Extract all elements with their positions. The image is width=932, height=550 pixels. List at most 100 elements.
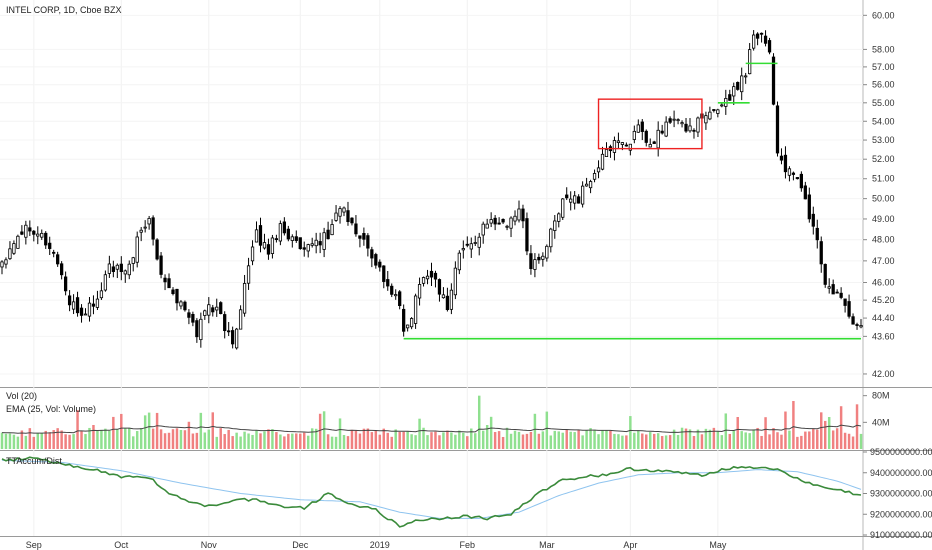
volume-bar xyxy=(128,427,131,449)
volume-bar xyxy=(426,435,429,449)
accum-tick-label: 9200000000.00 xyxy=(870,509,932,519)
volume-bar xyxy=(442,432,445,449)
candle-body xyxy=(91,303,96,307)
candle-body xyxy=(36,233,40,237)
volume-bar xyxy=(16,436,20,449)
volume-bar xyxy=(843,432,847,449)
volume-bar xyxy=(796,436,799,449)
volume-bar xyxy=(816,429,819,449)
candle-body xyxy=(791,172,796,175)
candle-body xyxy=(246,265,251,284)
candle-body xyxy=(8,248,12,260)
volume-bar xyxy=(601,430,604,449)
volume-bar xyxy=(724,413,728,449)
volume-bar xyxy=(131,436,135,449)
candle-body xyxy=(827,286,831,289)
candle-body xyxy=(441,294,446,299)
candle-body xyxy=(763,35,768,44)
volume-bar xyxy=(509,433,513,449)
y-tick-label: 51.00 xyxy=(872,174,895,184)
candle-body xyxy=(402,308,406,332)
volume-bar xyxy=(295,433,298,449)
candle-body xyxy=(616,140,621,143)
candle-body xyxy=(87,302,92,317)
volume-bar xyxy=(346,436,350,449)
candle-body xyxy=(728,94,732,101)
candle-body xyxy=(577,196,581,204)
x-tick-label: May xyxy=(709,540,727,550)
volume-bar xyxy=(668,435,672,449)
volume-bar xyxy=(8,433,12,449)
candle-body xyxy=(48,242,52,249)
volume-bar xyxy=(68,434,71,449)
volume-bar xyxy=(545,411,549,449)
volume-bar xyxy=(660,436,664,449)
volume-bar xyxy=(851,436,855,449)
candle-body xyxy=(628,143,632,151)
volume-bar xyxy=(684,428,688,449)
volume-bar xyxy=(243,431,246,449)
candle-body xyxy=(95,298,100,308)
volume-bar xyxy=(354,430,358,449)
volume-bar xyxy=(151,428,155,449)
candle-body xyxy=(425,275,430,280)
candle-body xyxy=(75,297,80,314)
y-tick-label: 45.20 xyxy=(872,295,895,305)
volume-bar xyxy=(398,431,401,449)
candle-body xyxy=(306,244,310,252)
volume-bar xyxy=(394,429,397,449)
volume-bar xyxy=(664,435,668,449)
candle-body xyxy=(636,124,640,133)
volume-bar xyxy=(44,430,47,449)
volume-bar xyxy=(847,433,851,449)
volume-bar xyxy=(680,427,684,449)
volume-bar xyxy=(120,413,123,449)
volume-bar xyxy=(32,436,36,449)
candle-body xyxy=(151,217,155,240)
y-tick-label: 60.00 xyxy=(872,10,895,20)
volume-bar xyxy=(772,428,775,449)
candle-body xyxy=(286,228,290,240)
candle-body xyxy=(807,194,811,220)
candle-body xyxy=(282,221,286,234)
candle-body xyxy=(16,235,20,249)
candle-body xyxy=(99,290,104,299)
candle-body xyxy=(525,218,529,252)
volume-bar xyxy=(700,434,704,449)
accum-tick-label: 9100000000.00 xyxy=(870,530,932,540)
y-tick-label: 54.00 xyxy=(872,116,895,126)
volume-bar xyxy=(501,436,505,449)
volume-bar xyxy=(497,431,501,449)
volume-bar xyxy=(112,416,115,449)
volume-bar xyxy=(521,434,525,449)
candle-body xyxy=(557,213,561,222)
volume-bar xyxy=(84,434,87,449)
candle-body xyxy=(342,207,346,213)
candle-body xyxy=(481,223,485,236)
volume-bar xyxy=(756,427,759,449)
x-tick-label: 2019 xyxy=(370,540,390,550)
candle-body xyxy=(736,81,740,90)
candle-body xyxy=(783,154,788,173)
volume-bar xyxy=(641,433,644,449)
candle-body xyxy=(63,276,68,292)
volume-bar xyxy=(36,432,40,449)
candle-body xyxy=(489,219,493,224)
candle-body xyxy=(612,140,617,153)
chart-title: INTEL CORP, 1D, Cboe BZX xyxy=(6,5,122,15)
candle-body xyxy=(302,247,306,250)
volume-bar xyxy=(259,433,262,449)
candle-body xyxy=(688,125,692,132)
candle-body xyxy=(278,223,283,242)
candle-body xyxy=(775,105,780,154)
volume-bar xyxy=(0,432,4,449)
volume-bar xyxy=(72,434,75,449)
volume-bar xyxy=(708,429,712,449)
volume-bar xyxy=(557,431,560,449)
volume-bar xyxy=(477,395,481,449)
candle-body xyxy=(640,121,644,132)
y-tick-label: 50.00 xyxy=(872,194,895,204)
candle-body xyxy=(223,314,227,332)
y-tick-label: 47.00 xyxy=(872,256,895,266)
candle-body xyxy=(620,142,625,145)
